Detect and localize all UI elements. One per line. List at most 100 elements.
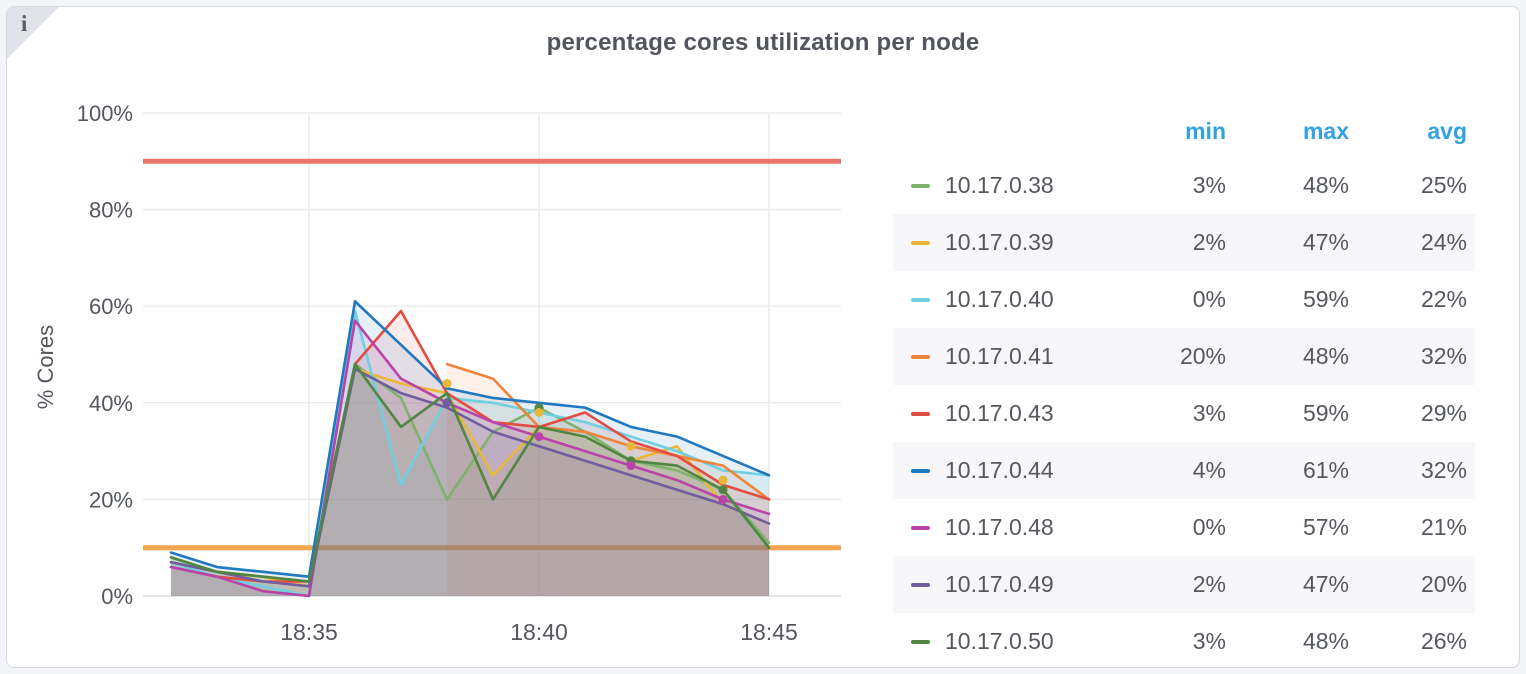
y-tick-label: 100% (77, 101, 133, 126)
series-color-swatch-icon (911, 411, 930, 416)
y-tick-label: 0% (101, 584, 133, 609)
legend-value-min: 3% (1192, 628, 1226, 654)
legend-value-avg: 32% (1420, 343, 1467, 369)
legend-value-min: 0% (1192, 286, 1226, 312)
legend-value-min: 4% (1192, 457, 1226, 483)
panel-title[interactable]: percentage cores utilization per node (546, 29, 980, 56)
series-name: 10.17.0.44 (945, 457, 1054, 483)
legend-series-toggle[interactable]: 10.17.0.38 (893, 172, 1117, 199)
series-line (169, 367, 771, 588)
legend-value-avg: 20% (1420, 571, 1467, 597)
y-tick-label: 40% (89, 391, 133, 416)
series-name: 10.17.0.48 (945, 514, 1054, 540)
legend-series-toggle[interactable]: 10.17.0.40 (893, 286, 1117, 313)
series-fill (171, 368, 769, 596)
legend-row: 10.17.0.50 3% 48% 26% (893, 613, 1475, 667)
legend-value-max: 47% (1302, 571, 1349, 597)
series-point-marker (534, 432, 544, 442)
graph-panel: i percentage cores utilization per node … (6, 6, 1520, 668)
legend-row: 10.17.0.38 3% 48% 25% (893, 157, 1475, 214)
legend-value-avg: 26% (1420, 628, 1467, 654)
x-tick-label: 18:35 (280, 619, 338, 645)
series-fill (171, 368, 769, 596)
legend-header: min max avg (893, 105, 1475, 157)
legend-header-avg[interactable]: avg (1427, 117, 1467, 144)
legend-row: 10.17.0.40 0% 59% 22% (893, 271, 1475, 328)
legend-header-min[interactable]: min (1185, 117, 1226, 144)
legend-value-max: 61% (1302, 457, 1349, 483)
x-tick-label: 18:45 (740, 619, 798, 645)
series-color-swatch-icon (911, 582, 930, 587)
series-point-marker (442, 378, 452, 388)
y-tick-label: 80% (89, 198, 133, 223)
series-point-marker (718, 475, 728, 485)
legend-series-toggle[interactable]: 10.17.0.43 (893, 400, 1117, 427)
legend-value-min: 20% (1179, 343, 1226, 369)
series-name: 10.17.0.50 (945, 628, 1054, 654)
series-name: 10.17.0.40 (945, 286, 1054, 312)
legend-row: 10.17.0.39 2% 47% 24% (893, 214, 1475, 271)
legend-value-max: 59% (1302, 286, 1349, 312)
y-tick-label: 20% (89, 487, 133, 512)
legend-value-avg: 24% (1420, 229, 1467, 255)
legend-value-avg: 21% (1420, 514, 1467, 540)
series-point-marker (626, 441, 636, 451)
legend-value-max: 48% (1302, 343, 1349, 369)
series-color-swatch-icon (911, 525, 930, 530)
legend-series-toggle[interactable]: 10.17.0.48 (893, 514, 1117, 541)
legend-value-max: 48% (1302, 172, 1349, 198)
legend-series-toggle[interactable]: 10.17.0.44 (893, 457, 1117, 484)
legend-value-min: 2% (1192, 229, 1226, 255)
info-icon: i (21, 11, 28, 36)
legend-series-toggle[interactable]: 10.17.0.49 (893, 571, 1117, 598)
series-point-marker (718, 485, 728, 495)
legend-value-min: 3% (1192, 400, 1226, 426)
legend-series-toggle[interactable]: 10.17.0.39 (893, 229, 1117, 256)
series-color-swatch-icon (911, 297, 930, 302)
series-name: 10.17.0.38 (945, 172, 1054, 198)
legend-value-min: 0% (1192, 514, 1226, 540)
legend-row: 10.17.0.41 20% 48% 32% (893, 328, 1475, 385)
series-name: 10.17.0.41 (945, 343, 1054, 369)
series-point-marker (626, 461, 636, 471)
legend-value-avg: 25% (1420, 172, 1467, 198)
series-color-swatch-icon (911, 639, 930, 644)
legend-header-max[interactable]: max (1302, 117, 1349, 144)
legend-value-avg: 32% (1420, 457, 1467, 483)
x-tick-label: 18:40 (510, 619, 568, 645)
series-fill (171, 320, 769, 596)
series-color-swatch-icon (911, 354, 930, 359)
legend-value-avg: 29% (1420, 400, 1467, 426)
legend-series-toggle[interactable]: 10.17.0.41 (893, 343, 1117, 370)
legend-rows: 10.17.0.38 3% 48% 25% 10.17.0.39 2% 47% 24% 10.1… (893, 157, 1475, 667)
legend-row: 10.17.0.43 3% 59% 29% (893, 385, 1475, 442)
series-point-marker (534, 407, 544, 417)
series-color-swatch-icon (911, 183, 930, 188)
series-fill (447, 364, 769, 596)
series-line (445, 362, 771, 501)
series-line (169, 319, 771, 598)
legend-value-max: 59% (1302, 400, 1349, 426)
chart-canvas[interactable]: 0% 20% 40% 60% 80% 100% 18:35 18:40 18:45 % Cores (6, 6, 1520, 668)
legend-series-toggle[interactable]: 10.17.0.50 (893, 628, 1117, 655)
series-color-swatch-icon (911, 240, 930, 245)
legend-value-max: 48% (1302, 628, 1349, 654)
series-name: 10.17.0.49 (945, 571, 1054, 597)
legend-table: min max avg 10.17.0.38 3% 48% 25% 10.17.0.39… (893, 105, 1475, 667)
legend-value-min: 2% (1192, 571, 1226, 597)
legend-value-max: 47% (1302, 229, 1349, 255)
y-axis-title: % Cores (33, 325, 58, 409)
series-line (169, 309, 771, 598)
legend-row: 10.17.0.49 2% 47% 20% (893, 556, 1475, 613)
series-point-marker (442, 398, 452, 408)
legend-value-avg: 22% (1420, 286, 1467, 312)
series-name: 10.17.0.39 (945, 229, 1054, 255)
legend-row: 10.17.0.44 4% 61% 32% (893, 442, 1475, 499)
series-fill (171, 311, 769, 596)
legend-value-max: 57% (1302, 514, 1349, 540)
series-color-swatch-icon (911, 468, 930, 473)
legend-row: 10.17.0.48 0% 57% 21% (893, 499, 1475, 556)
series-line (169, 300, 771, 578)
series-name: 10.17.0.43 (945, 400, 1054, 426)
legend-value-min: 3% (1192, 172, 1226, 198)
